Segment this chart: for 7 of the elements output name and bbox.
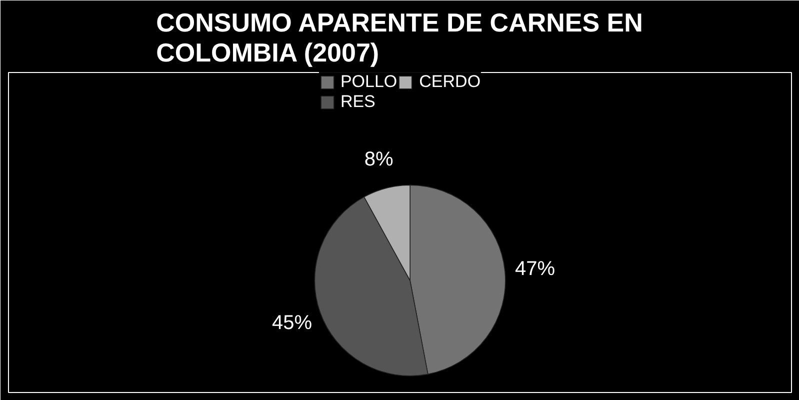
data-label: 8% (364, 148, 394, 171)
data-label: 47% (514, 258, 556, 280)
legend-label: CERDO (419, 72, 481, 92)
legend-label: RES (340, 92, 376, 112)
legend-label: POLLO (340, 72, 398, 92)
chart-title: CONSUMO APARENTE DE CARNES EN COLOMBIA (2007) (156, 8, 643, 68)
data-label: 45% (272, 312, 312, 334)
